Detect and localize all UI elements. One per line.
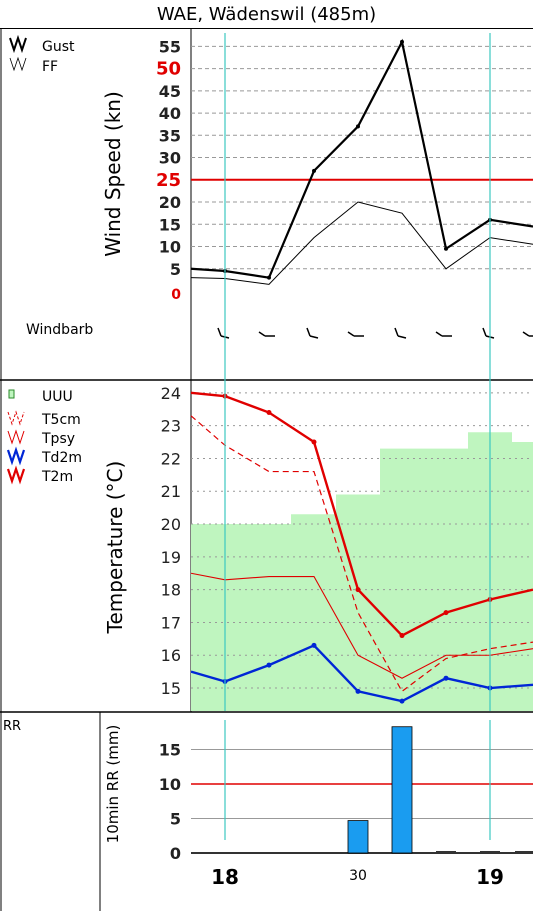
rr-bar-trace — [480, 851, 500, 853]
y-tick-label: 50 — [156, 59, 181, 80]
y-tick-label: 5 — [170, 810, 181, 829]
legend-tpsy-label: Tpsy — [41, 431, 75, 447]
data-point-td2m — [311, 642, 317, 648]
windbarb-icon — [394, 327, 407, 339]
windbarb-stroke — [217, 327, 230, 339]
y-tick-label: 45 — [159, 82, 181, 101]
series-line-tpsy — [190, 572, 533, 679]
x-tick-label: 30 — [349, 868, 367, 884]
y-tick-label: 18 — [161, 581, 181, 600]
y-tick-label-zero: 0 — [171, 287, 181, 303]
legend-t2m-icon — [6, 465, 26, 485]
y-tick-label: 16 — [161, 646, 181, 665]
y-tick-label: 20 — [161, 515, 181, 534]
windbarb-icon — [347, 331, 364, 337]
data-point-t2m — [443, 610, 449, 616]
temperature-panel: 15 16 17 18 19 20 21 22 23 24 Temperature (°C) UUU T… — [6, 384, 533, 711]
legend-td2m-label: Td2m — [41, 450, 82, 466]
y-tick-label: 17 — [161, 613, 181, 632]
legend-t5cm-label: T5cm — [41, 412, 81, 428]
data-point-gust — [356, 124, 360, 129]
y-tick-label: 22 — [161, 449, 181, 468]
data-point-td2m — [443, 675, 449, 681]
y-tick-label: 30 — [159, 149, 181, 168]
series-line-ff — [190, 201, 533, 285]
y-tick-label: 10 — [159, 775, 181, 794]
y-tick-label: 0 — [170, 844, 181, 863]
data-point-td2m — [266, 662, 272, 668]
y-tick-label: 10 — [159, 238, 181, 257]
data-point-gust — [400, 39, 404, 44]
windbarb-stroke — [306, 327, 319, 339]
windbarb-stroke — [482, 327, 495, 339]
data-point-td2m — [355, 688, 361, 694]
y-axis-title: Temperature (°C) — [103, 461, 127, 635]
legend-ff-label: FF — [42, 59, 58, 75]
legend-uuu-label: UUU — [42, 389, 73, 405]
windbarb-stroke — [258, 331, 275, 337]
humidity-area — [191, 432, 533, 711]
y-tick-label: 25 — [156, 170, 181, 191]
y-tick-label: 15 — [161, 679, 181, 698]
legend-t2m-label: T2m — [41, 469, 73, 485]
legend-t5cm-icon — [7, 410, 25, 426]
y-tick-label: 24 — [161, 384, 181, 403]
windbarb-stroke — [522, 331, 533, 337]
data-point-t2m — [311, 439, 317, 445]
data-point-gust — [444, 246, 448, 251]
y-tick-label: 55 — [159, 37, 181, 56]
y-tick-label: 23 — [161, 417, 181, 436]
legend-uuu-icon — [8, 389, 15, 399]
y-tick-label: 40 — [159, 104, 181, 123]
data-point-gust — [312, 168, 316, 173]
data-point-t2m — [355, 587, 361, 593]
data-point-gust — [267, 275, 271, 280]
x-tick-label: 19 — [476, 865, 504, 889]
y-tick-label: 21 — [161, 482, 181, 501]
rr-bar-trace — [515, 851, 533, 853]
legend-rr-label: RR — [3, 719, 21, 734]
y-tick-label: 19 — [161, 548, 181, 567]
precipitation-panel: 0 5 10 15 10min RR (mm) RR — [3, 719, 533, 863]
windbarb-label: Windbarb — [26, 322, 93, 338]
x-tick-label: 18 — [211, 865, 239, 889]
data-point-t2m — [399, 633, 405, 639]
series-line-t5cm — [190, 415, 533, 693]
legend-ff-icon — [9, 56, 27, 72]
windbarb-icon — [522, 331, 533, 337]
rr-bar-trace — [436, 851, 456, 853]
windbarb-icon — [306, 327, 319, 339]
y-tick-label: 15 — [159, 215, 181, 234]
windbarb-icon — [217, 327, 230, 339]
windbarb-icon — [258, 331, 275, 337]
legend-td2m-icon — [6, 446, 26, 466]
windbarb-icon — [435, 331, 452, 337]
y-tick-label: 15 — [159, 741, 181, 760]
y-axis-title: Wind Speed (kn) — [101, 91, 125, 257]
legend-gust-label: Gust — [42, 39, 75, 55]
windbarb-icon — [482, 327, 495, 339]
legend-tpsy-icon — [7, 429, 25, 445]
y-axis-title: 10min RR (mm) — [104, 725, 122, 844]
windbarb-stroke — [347, 331, 364, 337]
rr-bar — [391, 726, 413, 854]
series-line-gust — [190, 38, 533, 279]
wind-panel: 5 10 15 20 25 30 35 40 45 50 55 0 Wind Speed (kn) Gus… — [9, 34, 533, 339]
windbarb-stroke — [435, 331, 452, 337]
windbarb-stroke — [394, 327, 407, 339]
data-point-td2m — [399, 698, 405, 704]
legend-gust-icon — [9, 34, 27, 54]
data-point-t2m — [266, 410, 272, 416]
y-tick-label: 20 — [159, 193, 181, 212]
y-tick-label: 5 — [170, 260, 181, 279]
y-tick-label: 35 — [159, 126, 181, 145]
station-title: WAE, Wädenswil (485m) — [0, 0, 533, 29]
rr-bar — [347, 820, 369, 854]
